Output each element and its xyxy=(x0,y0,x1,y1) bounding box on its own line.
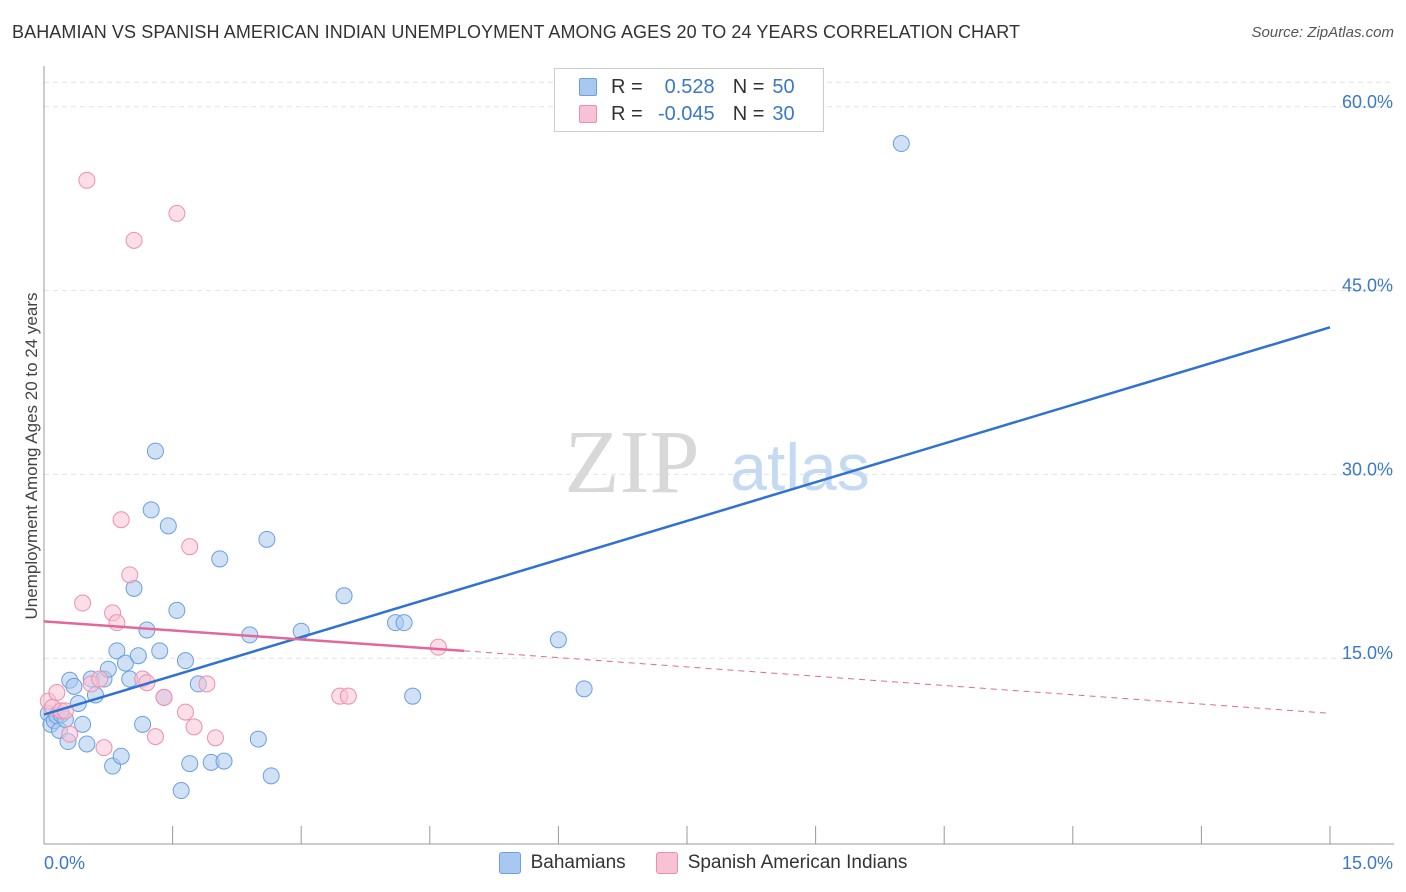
bahamians-point xyxy=(395,614,413,632)
bahamians-point xyxy=(549,631,567,649)
y-tick-label: 45.0% xyxy=(1342,276,1393,296)
bahamians-point xyxy=(575,680,593,698)
tick-labels: 15.0% 30.0% 45.0% 60.0% 0.0% 15.0% xyxy=(44,92,1393,873)
legend-n-label: N = xyxy=(732,102,765,125)
legend-n-label: N = xyxy=(732,75,765,98)
watermark-atlas: atlas xyxy=(730,430,869,504)
bahamians-point xyxy=(892,135,910,153)
bahamians-point xyxy=(151,642,169,660)
spanish-american-indians-point xyxy=(78,171,96,189)
chart-title: BAHAMIAN VS SPANISH AMERICAN INDIAN UNEM… xyxy=(12,22,1021,42)
bahamians-point xyxy=(116,654,134,672)
spanish-american-indians-point xyxy=(121,566,139,584)
bahamians-point xyxy=(142,501,160,519)
y-tick-label: 30.0% xyxy=(1342,459,1393,479)
legend-label-spanish-american-indians: Spanish American Indians xyxy=(687,852,908,873)
bahamians-point xyxy=(159,517,177,535)
spanish-american-indians-point xyxy=(61,725,79,743)
bahamians-point xyxy=(112,747,130,765)
bahamians-point xyxy=(258,530,276,548)
legend-r-label: R = xyxy=(611,102,643,125)
bahamians-point xyxy=(262,767,280,785)
spanish-american-indians-point xyxy=(112,511,130,529)
spanish-american-indians-point xyxy=(198,675,216,693)
legend-r-value: 0.528 xyxy=(664,75,715,98)
bahamians-point xyxy=(215,752,233,770)
legend-row-bahamians: R = 0.528 N = 50 xyxy=(579,75,795,99)
legend-swatch-bahamians xyxy=(579,78,597,96)
spanish-american-indians-point xyxy=(91,670,109,688)
spanish-american-indians-point xyxy=(95,739,113,757)
bahamians-point xyxy=(335,587,353,605)
legend-r-label: R = xyxy=(611,75,643,98)
bahamians-point xyxy=(78,735,96,753)
series-legend: Bahamians Spanish American Indians xyxy=(0,852,1406,874)
bahamians-point xyxy=(181,755,199,773)
bahamians-point xyxy=(172,782,190,800)
bahamians-point xyxy=(404,687,422,705)
bahamians-point xyxy=(74,715,92,733)
spanish-american-indians-point xyxy=(185,718,203,736)
bahamians-point xyxy=(146,442,164,460)
legend-item-spanish-american-indians[interactable]: Spanish American Indians xyxy=(655,852,908,874)
data-points xyxy=(39,135,910,800)
bahamians-point xyxy=(108,642,126,660)
legend-swatch-spanish-american-indians xyxy=(655,852,678,874)
spanish-american-indians-point xyxy=(339,687,357,705)
spanish-american-indians-trendline-extension xyxy=(464,650,1331,714)
source-label: Source: ZipAtlas.com xyxy=(1251,24,1394,41)
x-tick-label: 0.0% xyxy=(44,853,85,873)
spanish-american-indians-point xyxy=(176,703,194,721)
y-tick-label: 60.0% xyxy=(1342,92,1393,112)
spanish-american-indians-point xyxy=(146,728,164,746)
spanish-american-indians-point xyxy=(181,538,199,556)
bahamians-point xyxy=(129,647,147,665)
spanish-american-indians-point xyxy=(206,729,224,747)
spanish-american-indians-trendline xyxy=(43,620,465,653)
bahamians-point xyxy=(168,601,186,619)
x-tick-label: 15.0% xyxy=(1342,853,1393,873)
spanish-american-indians-point xyxy=(155,688,173,706)
stats-legend: R = 0.528 N = 50 R = -0.045 N = 30 xyxy=(554,68,824,132)
axes xyxy=(43,66,1394,845)
bahamians-point xyxy=(134,715,152,733)
legend-swatch-spanish-american-indians xyxy=(579,105,597,123)
legend-row-spanish-american-indians: R = -0.045 N = 30 xyxy=(579,102,795,126)
bahamians-point xyxy=(176,652,194,670)
legend-r-value: -0.045 xyxy=(657,102,715,125)
legend-n-value: 50 xyxy=(772,75,795,98)
bahamians-trendline xyxy=(43,326,1331,716)
spanish-american-indians-point xyxy=(48,684,66,702)
legend-item-bahamians[interactable]: Bahamians xyxy=(498,852,626,874)
bahamians-point xyxy=(65,677,83,695)
bahamians-point xyxy=(211,550,229,568)
trendlines xyxy=(43,326,1331,716)
legend-n-value: 30 xyxy=(772,102,795,125)
bahamians-point xyxy=(249,730,267,748)
legend-swatch-bahamians xyxy=(498,852,521,874)
spanish-american-indians-point xyxy=(125,231,143,249)
spanish-american-indians-point xyxy=(429,638,447,656)
watermark-zip: ZIP xyxy=(565,413,700,512)
legend-label-bahamians: Bahamians xyxy=(530,852,626,873)
spanish-american-indians-point xyxy=(168,204,186,222)
spanish-american-indians-point xyxy=(74,594,92,612)
spanish-american-indians-point xyxy=(108,614,126,632)
y-tick-label: 15.0% xyxy=(1342,643,1393,663)
